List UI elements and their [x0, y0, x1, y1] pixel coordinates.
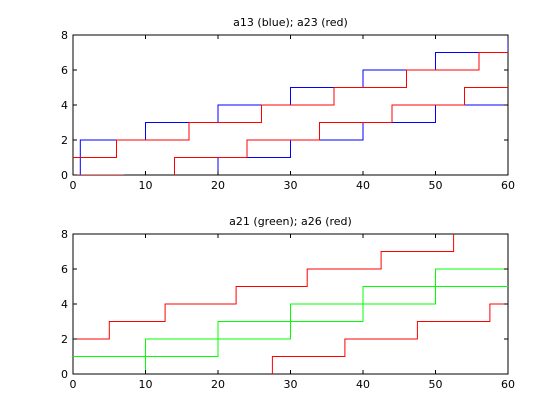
y-tick-label: 8: [61, 228, 68, 241]
series-line-1: [73, 234, 455, 340]
x-tick-label: 10: [139, 378, 153, 391]
series-line-5: [174, 87, 508, 175]
x-tick-label: 40: [356, 179, 370, 192]
y-tick-label: 4: [61, 99, 68, 112]
series-line-3: [73, 52, 508, 158]
x-tick-label: 50: [429, 179, 443, 192]
chart-title: a13 (blue); a23 (red): [233, 16, 348, 29]
x-tick-label: 20: [211, 179, 225, 192]
y-tick-label: 8: [61, 29, 68, 42]
x-tick-label: 30: [284, 378, 298, 391]
x-tick-label: 30: [284, 179, 298, 192]
series-line-2: [73, 286, 508, 357]
y-tick-label: 2: [61, 333, 68, 346]
series-group: [73, 35, 508, 175]
x-tick-label: 60: [501, 378, 515, 391]
x-tick-label: 10: [139, 179, 153, 192]
chart-panel-2: a21 (green); a26 (red) 0 10 20 30 40 50 60 0 2 4 6 8: [61, 215, 515, 391]
x-tick-label: 60: [501, 179, 515, 192]
y-tick-label: 6: [61, 64, 68, 77]
x-tick-label: 20: [211, 378, 225, 391]
x-tick-label: 40: [356, 378, 370, 391]
y-tick-label: 4: [61, 298, 68, 311]
x-tick-label: 0: [70, 179, 77, 192]
chart-title: a21 (green); a26 (red): [229, 215, 352, 228]
y-tick-label: 0: [61, 368, 68, 381]
series-line-4: [271, 303, 508, 374]
series-group: [73, 234, 508, 374]
y-tick-label: 0: [61, 169, 68, 182]
chart-panel-1: a13 (blue); a23 (red) 0 10 20 30 40 50 60 0 2 4 6 8: [61, 16, 515, 192]
x-tick-label: 50: [429, 378, 443, 391]
series-line-3: [145, 268, 508, 374]
x-tick-label: 0: [70, 378, 77, 391]
y-tick-label: 6: [61, 263, 68, 276]
y-tick-label: 2: [61, 134, 68, 147]
